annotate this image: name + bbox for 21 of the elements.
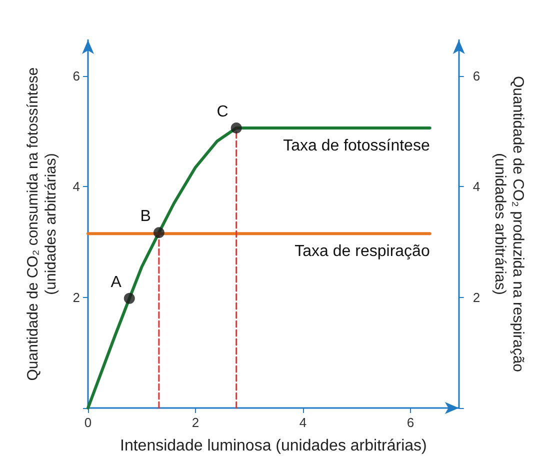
y-tick-label: 6: [72, 68, 80, 84]
point: [124, 292, 135, 304]
y-axis-title: Quantidade de CO₂ consumida na fotossíntese (unidades arbitrárias): [24, 67, 60, 381]
annotation: C: [216, 103, 228, 120]
annotation: A: [110, 274, 122, 291]
annotation: B: [140, 208, 151, 226]
x-tick-label: 2: [192, 415, 200, 430]
point: [230, 122, 242, 134]
series-label: Taxa de respiração: [294, 243, 430, 260]
y-tick-label: 2: [72, 290, 80, 305]
x-axis-title: Intensidade luminosa (unidades arbitrárias): [120, 438, 427, 454]
point: [153, 227, 164, 238]
x-tick-label: 6: [406, 415, 414, 430]
y2-tick-label: 6: [472, 68, 480, 84]
x-tick-label: 4: [299, 415, 307, 430]
series-label: Taxa de fotossíntese: [283, 137, 430, 154]
y2-tick-label: 4: [472, 179, 480, 194]
y2-axis-title: Quantidade de CO₂ produzida na respiração (unidades arbitrárias): [492, 76, 526, 372]
y-tick-label: 4: [72, 179, 80, 194]
x-tick-label: 0: [84, 415, 92, 430]
y2-tick-label: 2: [472, 290, 480, 305]
